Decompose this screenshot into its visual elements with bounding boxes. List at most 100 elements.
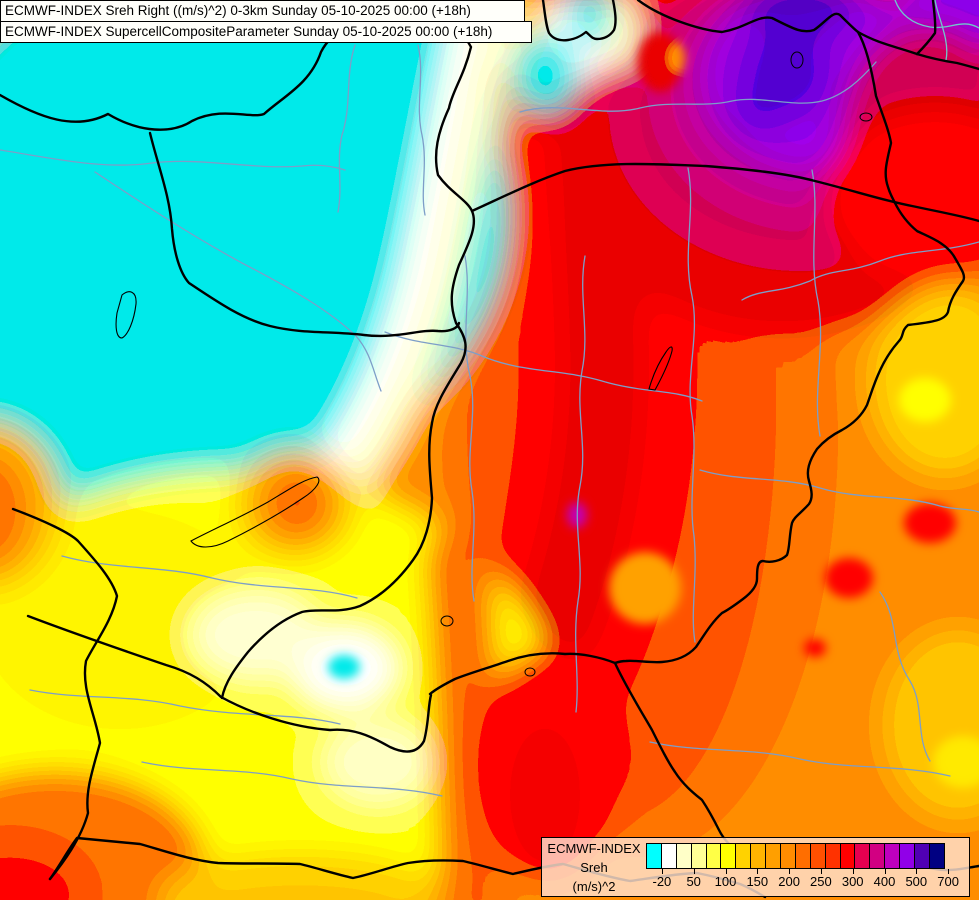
field-blob	[0, 850, 80, 900]
river	[141, 761, 443, 797]
legend-tick	[820, 869, 822, 874]
legend: ECMWF-INDEX Sreh (m/s)^2 -20 50 100 150 200 2…	[541, 837, 970, 897]
river	[384, 331, 703, 402]
legend-swatch	[780, 843, 796, 869]
country-border	[428, 652, 617, 696]
legend-swatch	[854, 843, 871, 869]
legend-tick-label: -20	[652, 874, 672, 889]
legend-swatch	[690, 843, 707, 869]
legend-tick-label: 200	[778, 874, 800, 889]
legend-tick	[725, 869, 727, 874]
country-border	[636, 0, 919, 56]
river	[699, 469, 979, 513]
river	[879, 591, 931, 762]
river	[94, 171, 382, 392]
river	[741, 241, 979, 301]
country-border	[148, 131, 461, 338]
lake-outlines	[115, 291, 673, 548]
contour-rings	[440, 51, 873, 677]
legend-swatch	[735, 843, 752, 869]
legend-tick-label: 50	[686, 874, 701, 889]
country-border	[856, 30, 897, 205]
river	[337, 44, 356, 213]
legend-swatch	[660, 843, 677, 869]
field-blob	[602, 0, 642, 70]
country-border	[541, 0, 617, 42]
river	[811, 169, 822, 437]
contour-ring	[790, 51, 804, 69]
legend-swatch	[765, 843, 782, 869]
field-blob	[323, 720, 433, 804]
contour-ring	[440, 615, 454, 627]
river	[61, 555, 358, 599]
legend-tick	[661, 869, 663, 874]
country-border	[470, 162, 979, 223]
legend-tick-label: 150	[746, 874, 769, 889]
legend-swatch	[884, 843, 901, 869]
field-band	[426, 528, 505, 900]
contour-ring	[859, 112, 873, 122]
helicity-field-detail	[328, 32, 979, 788]
river	[894, 0, 979, 29]
map-title-line1: ECMWF-INDEX Sreh Right ((m/s)^2) 0-3km S…	[0, 0, 525, 22]
map-title-line2: ECMWF-INDEX SupercellCompositeParameter …	[0, 21, 532, 43]
river-lines	[0, 0, 979, 797]
river	[0, 149, 346, 171]
legend-swatch	[675, 843, 692, 869]
legend-tick	[916, 869, 918, 874]
legend-title: ECMWF-INDEX Sreh (m/s)^2	[544, 839, 644, 896]
legend-title-units: (m/s)^2	[572, 879, 616, 894]
legend-tick-label: 400	[873, 874, 896, 889]
legend-tick	[693, 869, 695, 874]
river	[649, 741, 951, 777]
river	[519, 61, 877, 113]
field-blob	[503, 717, 587, 873]
field-blob	[0, 421, 60, 589]
legend-swatch	[839, 843, 856, 869]
legend-tick-label: 100	[714, 874, 737, 889]
legend-swatch	[899, 843, 916, 869]
legend-swatch	[794, 843, 811, 869]
field-blob	[745, 0, 855, 36]
legend-swatch	[809, 843, 826, 869]
country-border	[26, 614, 433, 753]
legend-tick	[884, 869, 886, 874]
field-blob	[267, 471, 327, 535]
contour-ring	[524, 667, 536, 677]
legend-tick	[948, 869, 950, 874]
lake-neusiedl	[115, 291, 137, 339]
field-blob	[804, 639, 826, 657]
legend-title-parameter: Sreh	[580, 860, 608, 875]
legend-swatch	[869, 843, 886, 869]
legend-colorbar	[646, 843, 945, 869]
river	[575, 255, 586, 713]
legend-tick-label: 250	[810, 874, 832, 889]
field-blob	[825, 110, 979, 280]
lake-balaton	[190, 476, 320, 548]
legend-tick-label: 500	[905, 874, 928, 889]
legend-swatch	[720, 843, 737, 869]
legend-swatch	[824, 843, 841, 869]
field-blob	[570, 0, 610, 44]
field-blob	[904, 503, 956, 543]
field-blob	[328, 655, 360, 679]
country-border	[613, 201, 966, 665]
river	[417, 44, 426, 216]
legend-swatch	[914, 843, 930, 869]
country-border	[11, 507, 119, 881]
field-blob	[667, 43, 685, 73]
field-blob	[155, 853, 445, 900]
field-blob	[825, 558, 873, 598]
field-blob	[899, 378, 951, 422]
legend-title-model: ECMWF-INDEX	[547, 841, 641, 856]
field-blob	[190, 590, 320, 680]
field-blob	[734, 80, 782, 132]
legend-tick	[789, 869, 791, 874]
legend-tick	[852, 869, 854, 874]
river	[687, 167, 696, 643]
field-blob	[513, 35, 577, 115]
legend-tick	[757, 869, 759, 874]
